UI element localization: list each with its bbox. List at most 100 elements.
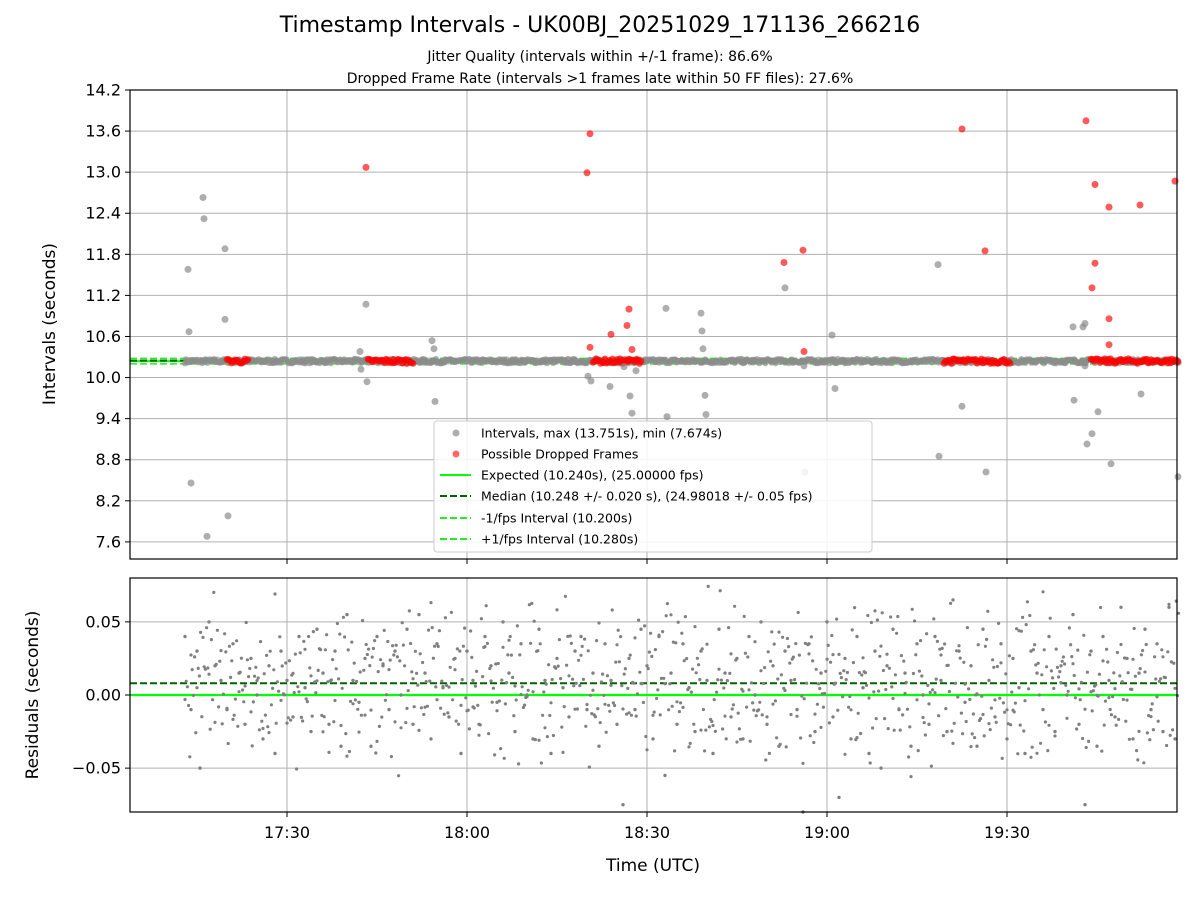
residual-point	[218, 659, 222, 663]
residual-point	[513, 684, 517, 688]
dropped-frame-point	[244, 356, 252, 363]
residual-point	[508, 634, 512, 639]
interval-outlier-point	[982, 468, 990, 476]
residual-point	[1113, 687, 1117, 691]
residual-point	[646, 667, 650, 671]
residual-point	[530, 601, 534, 606]
residual-point	[713, 729, 718, 734]
residual-point	[239, 656, 243, 660]
residual-point	[1105, 647, 1109, 651]
residual-point	[725, 679, 730, 683]
residual-point	[739, 737, 743, 741]
residual-point	[309, 674, 313, 678]
residual-point	[973, 736, 977, 740]
residual-point	[556, 664, 560, 668]
residual-point	[1083, 803, 1087, 807]
interval-outlier-point	[185, 328, 193, 336]
residual-point	[994, 720, 998, 724]
residual-point	[1139, 653, 1143, 657]
residual-point	[1027, 687, 1031, 691]
residual-point	[909, 775, 913, 779]
residuals-x-label: Time (UTC)	[605, 856, 700, 876]
residual-point	[976, 643, 980, 647]
residual-point	[667, 708, 671, 712]
residual-point	[266, 725, 270, 729]
legend-item-minus-fps: -1/fps Interval (10.200s)	[440, 511, 632, 526]
residual-point	[537, 627, 541, 631]
residual-point	[820, 692, 824, 696]
residual-point	[441, 684, 445, 689]
residual-point	[997, 621, 1001, 626]
residual-point	[549, 751, 553, 756]
dropped-frame-point	[637, 357, 645, 365]
residual-point	[393, 720, 397, 724]
residual-point	[483, 634, 487, 639]
residual-point	[283, 693, 287, 697]
residual-point	[605, 674, 610, 678]
residual-point	[695, 656, 700, 660]
residual-point	[548, 713, 552, 718]
residual-point	[905, 707, 910, 711]
residual-point	[711, 751, 715, 756]
intervals-y-tick-label: 10.0	[85, 368, 121, 387]
residual-point	[315, 679, 319, 683]
residual-point	[903, 671, 907, 675]
legend-marker-intervals	[452, 429, 460, 437]
residual-point	[692, 722, 696, 726]
residual-point	[496, 661, 500, 666]
residual-point	[1169, 660, 1173, 664]
residual-point	[1137, 729, 1141, 734]
residual-point	[214, 662, 218, 667]
dropped-frame-outlier-point	[628, 346, 636, 353]
interval-outlier-point	[628, 409, 636, 417]
residual-point	[233, 697, 237, 701]
residual-point	[1010, 690, 1014, 694]
residual-point	[1011, 656, 1015, 661]
residual-point	[519, 692, 523, 697]
residual-point	[559, 677, 563, 681]
residual-point	[434, 685, 438, 689]
residual-point	[1047, 634, 1051, 639]
residual-point	[260, 719, 264, 723]
residual-point	[1041, 590, 1045, 594]
residual-point	[609, 678, 613, 683]
residual-point	[310, 714, 314, 718]
residual-point	[1001, 701, 1006, 705]
interval-outlier-point	[701, 391, 709, 399]
residual-point	[1035, 671, 1039, 675]
residual-point	[693, 625, 697, 629]
residual-point	[843, 752, 847, 756]
residual-point	[679, 701, 683, 705]
interval-outlier-point	[699, 345, 707, 353]
residual-point	[1063, 662, 1067, 666]
legend-item-plus-fps: +1/fps Interval (10.280s)	[440, 532, 638, 547]
residual-point	[243, 684, 247, 688]
interval-outlier-point	[1083, 440, 1091, 448]
residual-point	[231, 717, 235, 722]
residual-point	[347, 749, 351, 754]
residual-point	[1109, 713, 1113, 717]
interval-outlier-point	[781, 284, 789, 292]
residual-point	[518, 653, 522, 657]
residual-point	[323, 648, 327, 652]
intervals-grid	[130, 89, 1177, 559]
residual-point	[382, 628, 386, 633]
interval-outlier-point	[1094, 408, 1102, 416]
residual-point	[200, 715, 204, 719]
residual-point	[908, 725, 912, 729]
residual-point	[395, 655, 399, 659]
residual-point	[975, 692, 979, 696]
residual-point	[729, 715, 733, 719]
residual-point	[237, 690, 241, 694]
residual-point	[425, 704, 429, 708]
residual-point	[665, 602, 670, 606]
residual-point	[1108, 707, 1112, 712]
residual-point	[1005, 737, 1009, 741]
residual-point	[710, 719, 714, 724]
residual-point	[883, 717, 887, 721]
interval-outlier-point	[828, 331, 836, 339]
residual-point	[411, 677, 415, 681]
residual-point	[857, 671, 862, 675]
residual-point	[651, 737, 655, 741]
